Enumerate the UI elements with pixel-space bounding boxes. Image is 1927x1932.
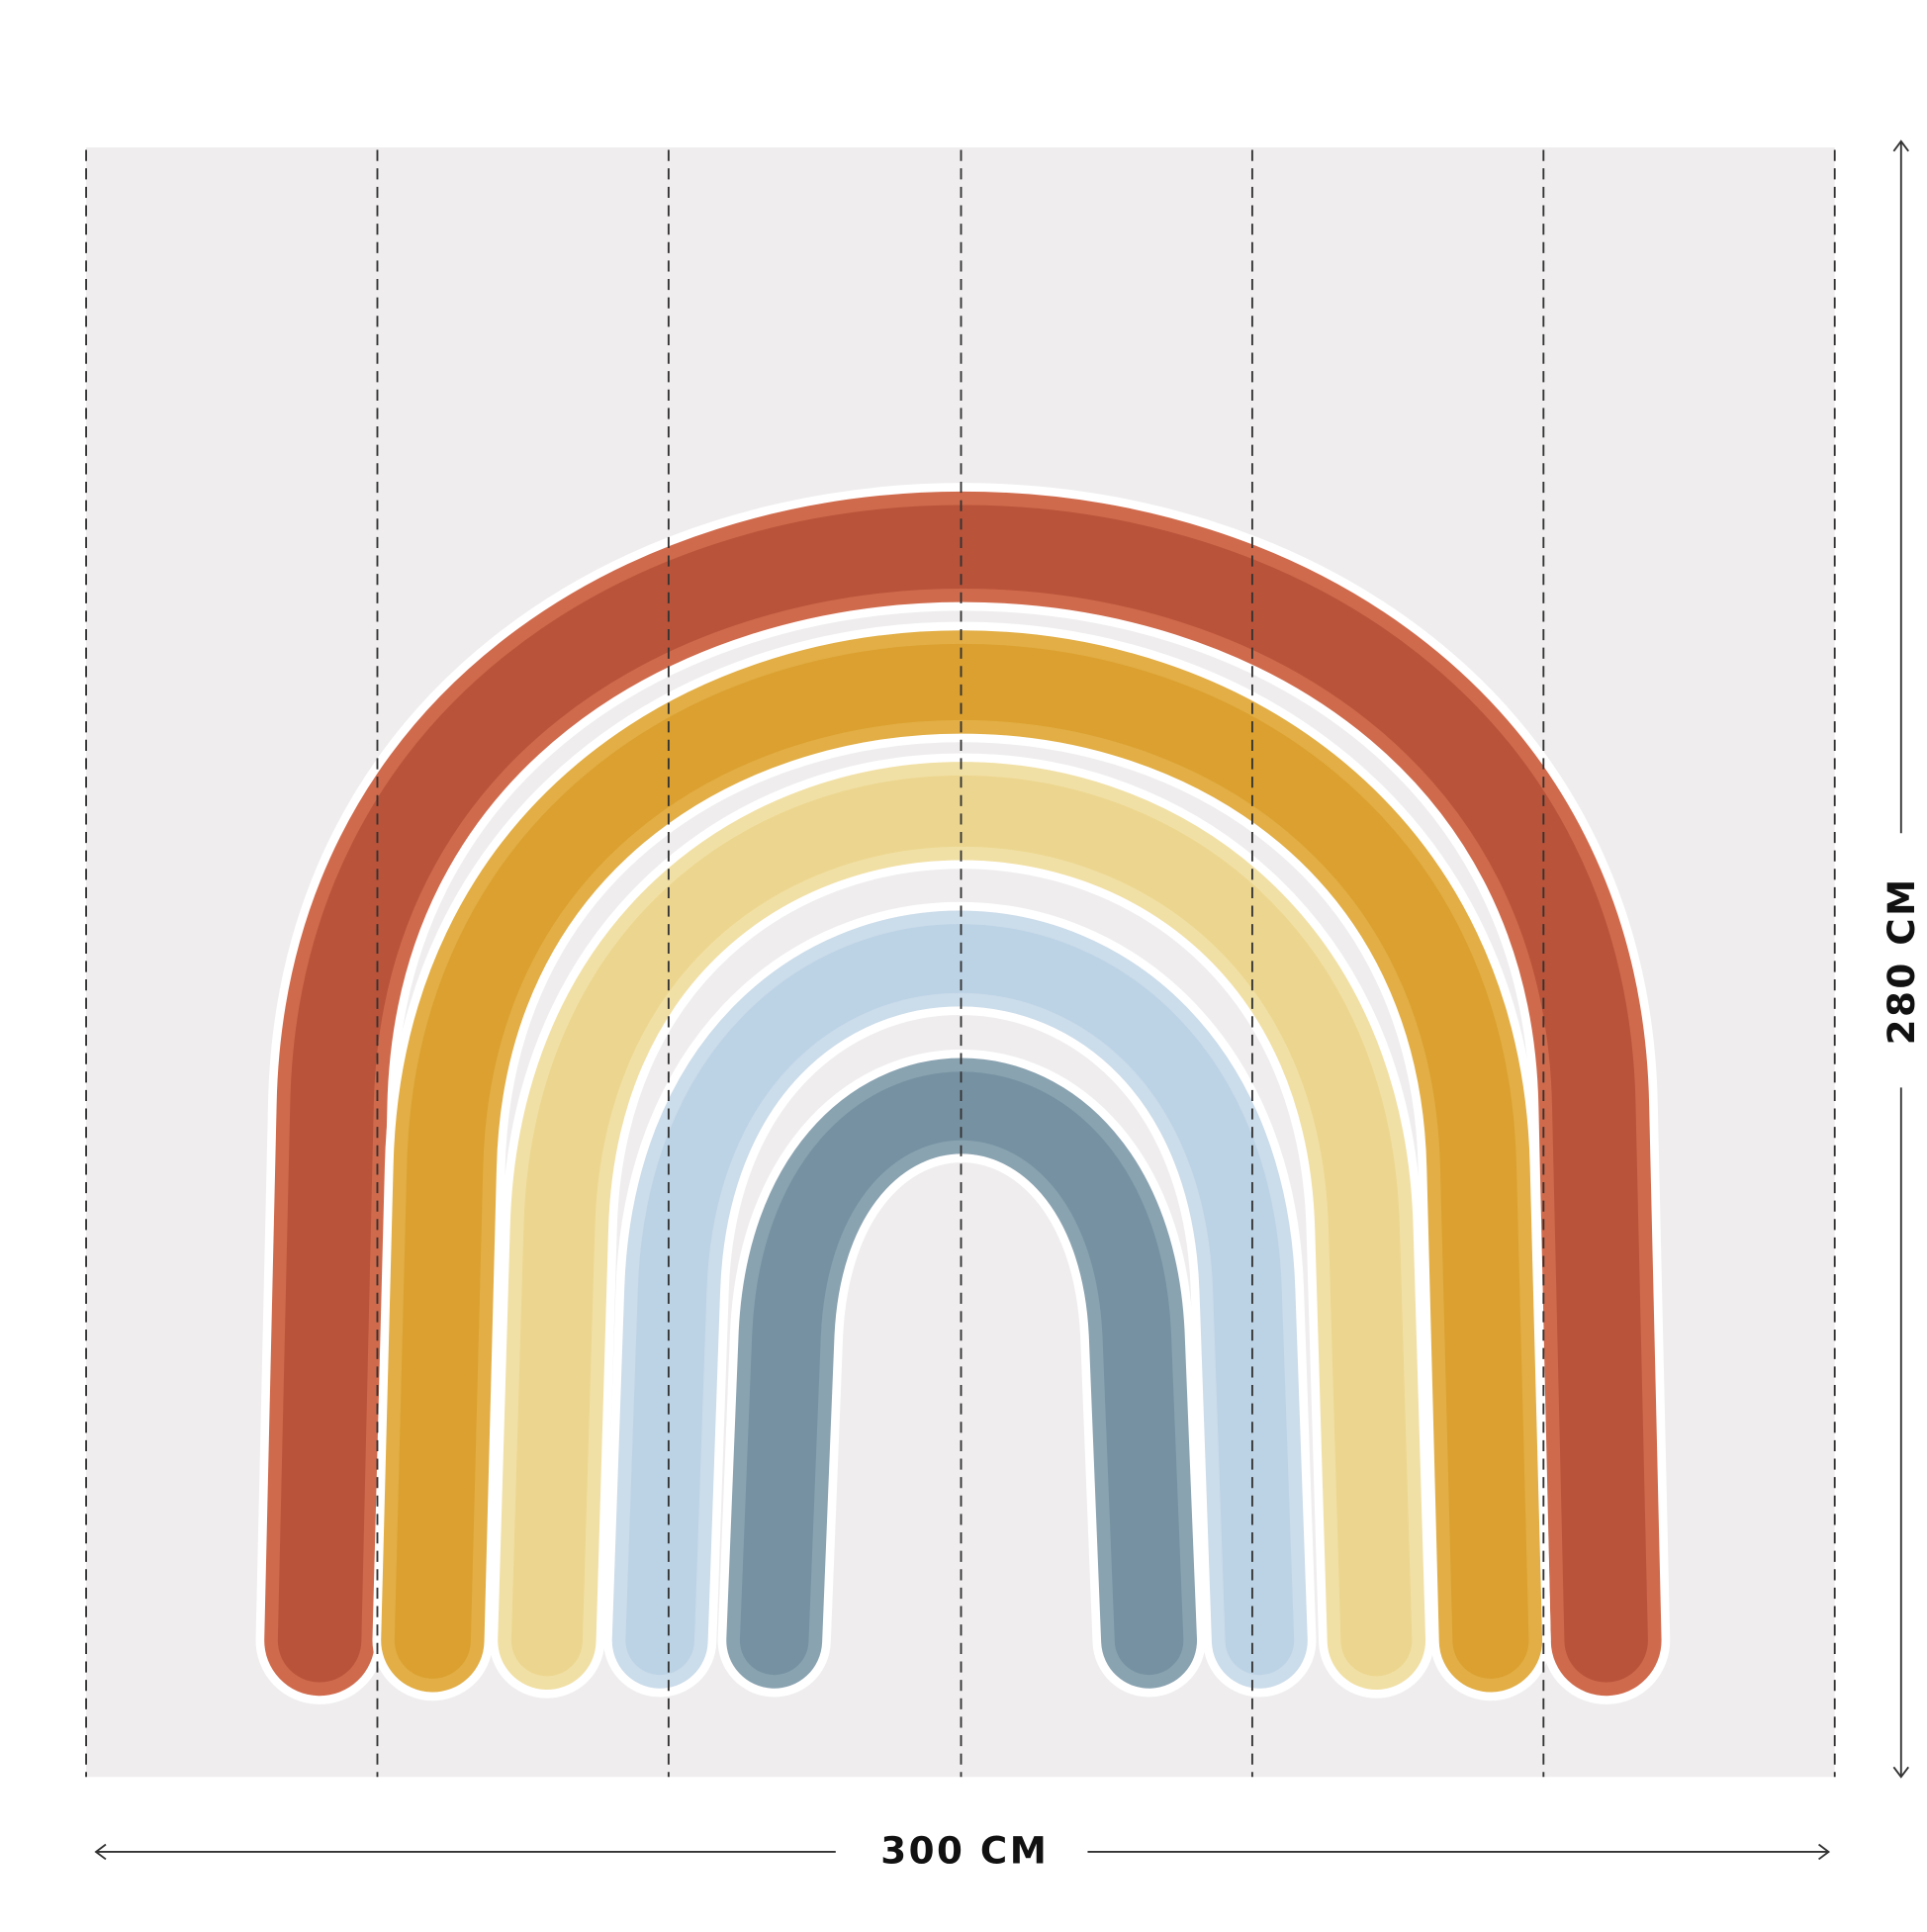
width-label: 300 CM: [880, 1829, 1049, 1873]
band-core: [510, 775, 1413, 1677]
arrow-head: [94, 1843, 107, 1861]
band-core: [277, 505, 1648, 1683]
height-label: 280 CM: [1880, 876, 1923, 1045]
height-arrow: [1892, 139, 1909, 1779]
band-core: [394, 644, 1529, 1679]
arrow-head: [1818, 1843, 1831, 1861]
arrow-head: [1892, 1766, 1909, 1779]
arrow-head: [1892, 139, 1909, 152]
panel-seams: [85, 149, 1836, 1778]
band-core: [739, 1071, 1184, 1676]
rainbow: [255, 483, 1671, 1704]
width-arrow: [94, 1843, 1831, 1861]
band-core: [625, 924, 1295, 1676]
